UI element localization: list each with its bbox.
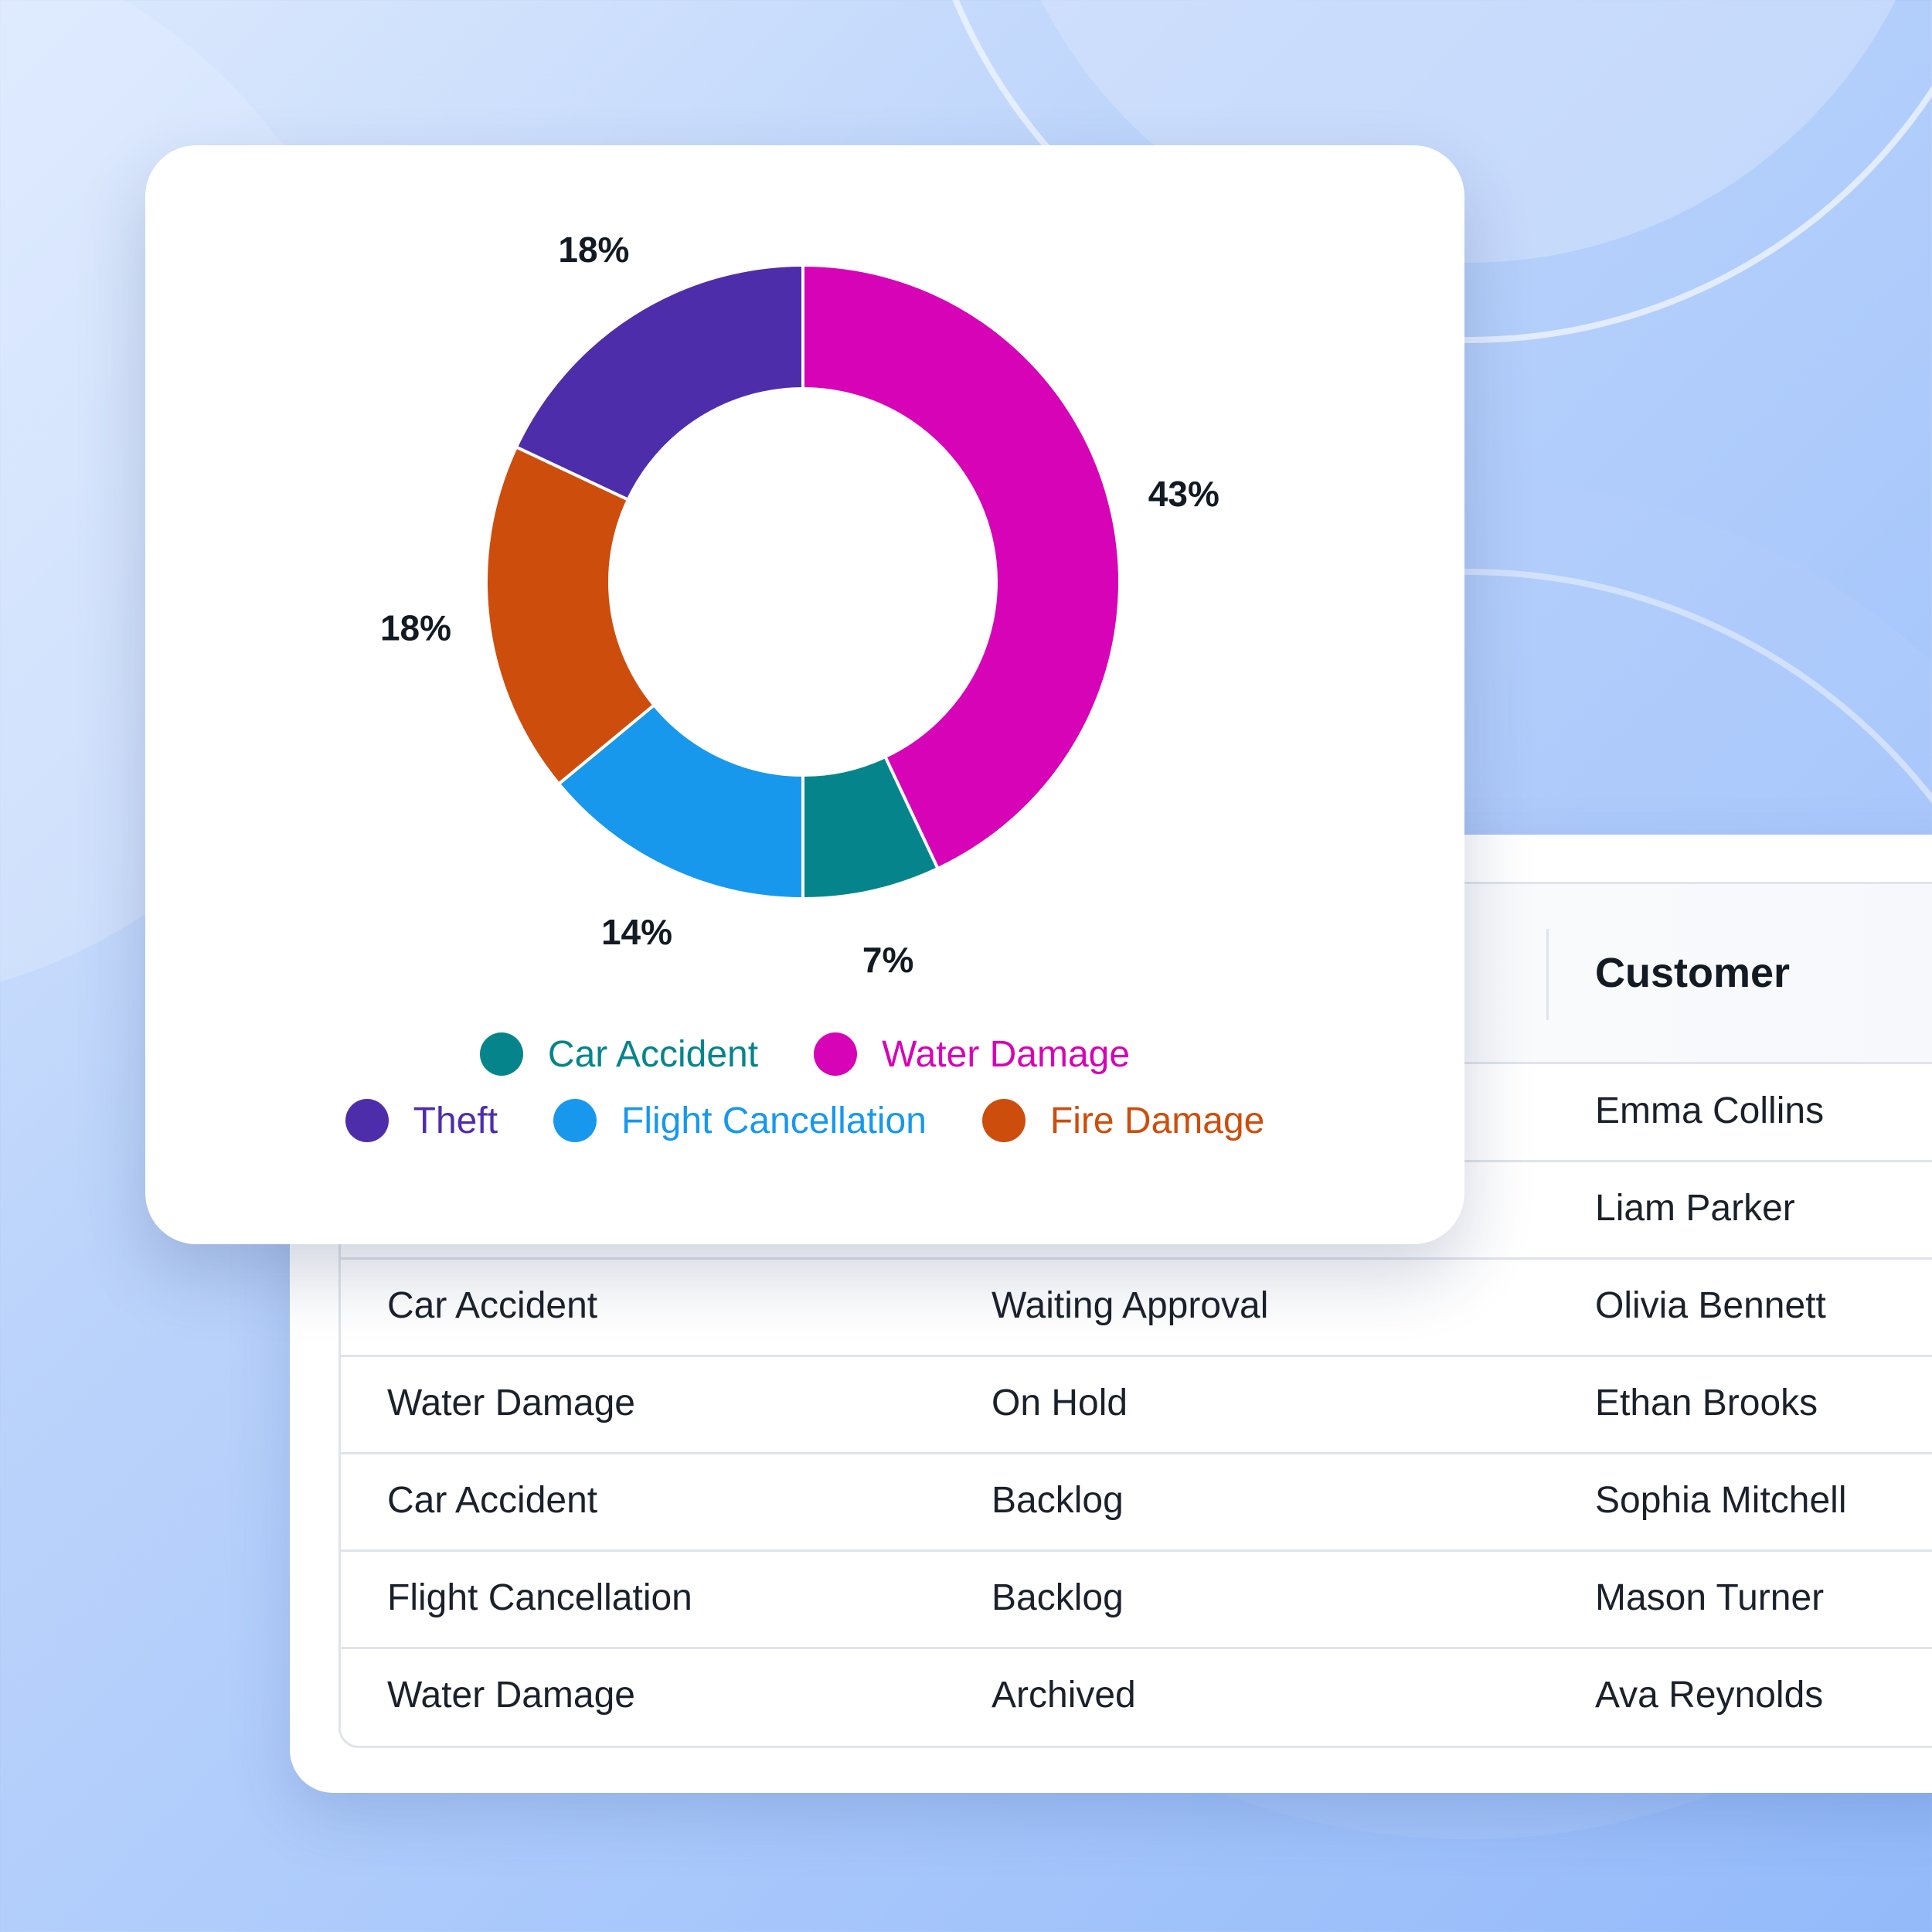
legend-label: Water Damage [882,1033,1131,1075]
table-row[interactable]: Car Accident Backlog Sophia Mitchell [341,1452,1932,1552]
customer-cell: Sophia Mitchell [1595,1480,1847,1521]
legend-label: Fire Damage [1049,1100,1265,1141]
legend-row-1: Car Accident Water Damage [145,1032,1464,1076]
legend-swatch-icon [553,1099,597,1142]
legend-swatch-icon [814,1032,858,1076]
data-label-theft: 18% [558,230,629,270]
donut-slice-flight-cancellation[interactable] [556,702,804,901]
legend-label: Flight Cancellation [621,1100,927,1141]
status-cell: Archived [992,1675,1136,1716]
claims-donut-chart-card: 43% 7% 14% 18% 18% Car Accident Water Damage … [145,145,1464,1244]
column-divider [1546,929,1549,1020]
donut-slice-fire-damage[interactable] [485,444,657,787]
legend-item-theft[interactable]: Theft [345,1099,498,1142]
table-row[interactable]: Water Damage Archived Ava Reynolds [341,1647,1932,1744]
legend-label: Car Accident [547,1033,759,1075]
customer-cell: Olivia Bennett [1595,1285,1826,1326]
legend-swatch-icon [345,1099,389,1142]
customer-cell: Liam Parker [1595,1188,1795,1229]
table-row[interactable]: Flight Cancellation Backlog Mason Turner [341,1549,1932,1649]
legend-item-fire-damage[interactable]: Fire Damage [981,1099,1265,1142]
data-label-fire-damage: 18% [380,607,451,648]
table-row[interactable]: Car Accident Waiting Approval Olivia Benne… [341,1257,1932,1357]
donut-chart: 43% 7% 14% 18% 18% [380,230,1219,980]
legend-item-car-accident[interactable]: Car Accident [479,1032,759,1076]
data-label-car-accident: 7% [862,940,913,980]
table-row[interactable]: Liam Parker [341,1160,1932,1260]
status-cell: Backlog [992,1480,1124,1521]
legend-swatch-icon [981,1099,1026,1142]
claim-type-cell: Water Damage [387,1383,635,1423]
claim-type-cell: Car Accident [387,1480,598,1521]
claim-type-cell: Water Damage [387,1675,635,1716]
donut-slice-theft[interactable] [514,263,804,502]
data-label-flight-cancellation: 14% [601,912,672,952]
data-label-water-damage: 43% [1148,474,1219,514]
donut-slice-water-damage[interactable] [801,263,1121,871]
status-cell: Backlog [992,1577,1124,1618]
legend-swatch-icon [479,1032,523,1076]
legend-item-water-damage[interactable]: Water Damage [814,1032,1130,1076]
table-row[interactable]: Water Damage On Hold Ethan Brooks [341,1355,1932,1454]
legend-item-flight-cancellation[interactable]: Flight Cancellation [553,1099,927,1142]
customer-cell: Ethan Brooks [1595,1383,1818,1423]
legend-row-2: Theft Flight Cancellation Fire Damage [145,1099,1464,1142]
customer-cell: Ava Reynolds [1595,1675,1824,1716]
column-header-customer[interactable]: Customer [1595,950,1791,996]
customer-cell: Emma Collins [1595,1090,1825,1131]
status-cell: On Hold [992,1383,1128,1423]
status-cell: Waiting Approval [992,1285,1269,1326]
claim-type-cell: Flight Cancellation [387,1577,692,1618]
customer-cell: Mason Turner [1595,1577,1825,1618]
claim-type-cell: Car Accident [387,1285,598,1326]
legend-label: Theft [413,1100,498,1141]
